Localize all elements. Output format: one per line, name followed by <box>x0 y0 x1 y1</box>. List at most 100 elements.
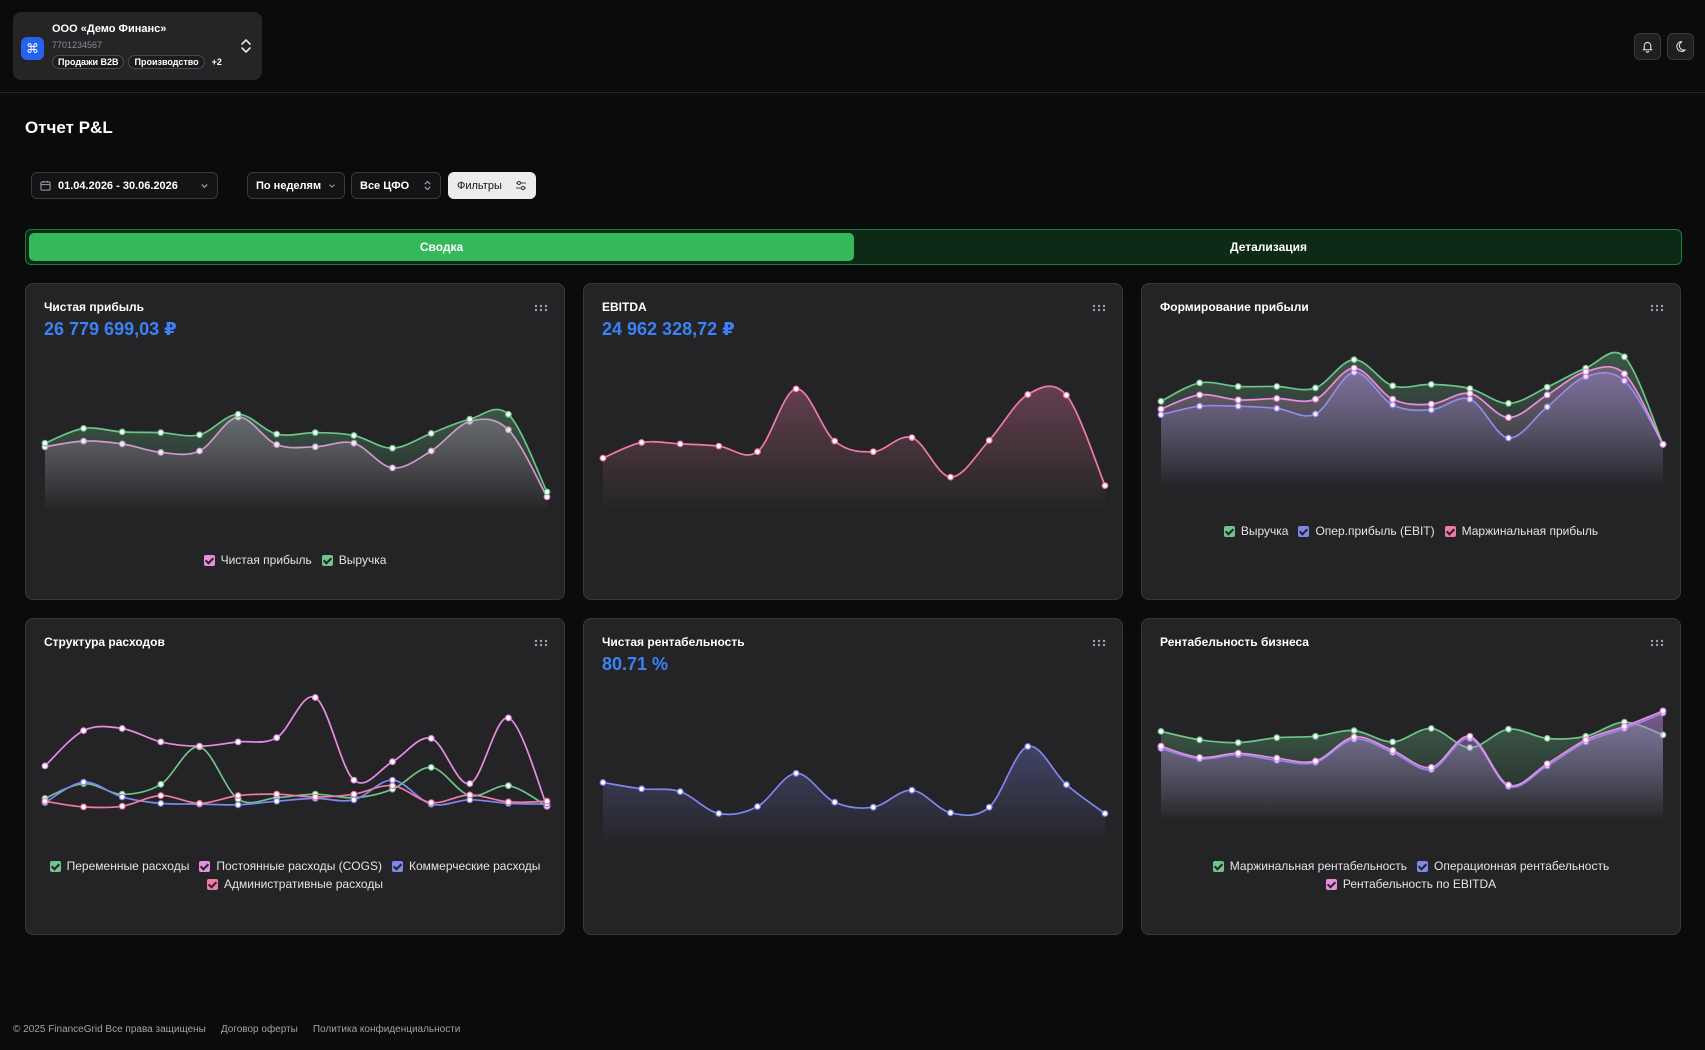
legend-item-ebit[interactable]: Опер.прибыль (EBIT) <box>1298 524 1435 538</box>
data-point-маржинальная-рентабельность[interactable] <box>1273 734 1281 742</box>
legend-item-admin-costs[interactable]: Административные расходы <box>207 877 383 891</box>
data-point-рентабельность-по-ebitda[interactable] <box>1582 736 1590 744</box>
data-point-ebitda[interactable] <box>1063 391 1070 399</box>
data-point-ebitda[interactable] <box>1101 482 1109 490</box>
cfo-select[interactable]: Все ЦФО <box>351 172 441 199</box>
data-point-выручка[interactable] <box>1350 356 1358 363</box>
footer-privacy-link[interactable]: Политика конфиденциальности <box>312 1024 461 1035</box>
tab-summary[interactable]: Сводка <box>29 233 854 261</box>
date-range-picker[interactable]: 01.04.2026 - 30.06.2026 <box>31 172 218 199</box>
data-point-административные-расходы[interactable] <box>273 790 281 798</box>
data-point-маржинальная-прибыль[interactable] <box>1543 391 1551 399</box>
data-point-выручка[interactable] <box>350 432 358 439</box>
data-point-выручка[interactable] <box>273 430 281 438</box>
data-point-административные-расходы[interactable] <box>118 802 126 810</box>
data-point-выручка[interactable] <box>1157 397 1165 405</box>
chevron-up-down-icon[interactable] <box>239 37 253 55</box>
filters-button[interactable]: Фильтры <box>448 172 536 199</box>
data-point-постоянные-расходы-cogs[interactable] <box>118 725 126 732</box>
tab-details[interactable]: Детализация <box>1230 240 1307 254</box>
data-point-выручка[interactable] <box>311 429 319 437</box>
data-point-административные-расходы[interactable] <box>350 790 358 798</box>
data-point-постоянные-расходы-cogs[interactable] <box>466 780 474 788</box>
data-point-выручка[interactable] <box>157 429 165 437</box>
data-point-коммерческие-расходы[interactable] <box>118 793 126 801</box>
data-point-ebitda[interactable] <box>869 448 877 456</box>
legend-item-fixed-costs[interactable]: Постоянные расходы (COGS) <box>199 859 382 873</box>
data-point-постоянные-расходы-cogs[interactable] <box>505 714 512 722</box>
data-point-маржинальная-прибыль[interactable] <box>1157 405 1165 413</box>
data-point-коммерческие-расходы[interactable] <box>234 801 242 809</box>
data-point-чистая-рентабельность[interactable] <box>1024 743 1032 750</box>
data-point-чистая-рентабельность[interactable] <box>947 809 954 817</box>
data-point-маржинальная-прибыль[interactable] <box>1350 364 1358 372</box>
data-point-выручка[interactable] <box>1273 383 1281 390</box>
data-point-рентабельность-по-ebitda[interactable] <box>1621 722 1628 730</box>
data-point-маржинальная-рентабельность[interactable] <box>1350 727 1358 734</box>
data-point-маржинальная-рентабельность[interactable] <box>1505 725 1512 733</box>
data-point-административные-расходы[interactable] <box>389 782 396 790</box>
data-point-ebitda[interactable] <box>908 434 916 442</box>
legend-item-ebitda-rate[interactable]: Рентабельность по EBITDA <box>1325 877 1496 891</box>
data-point-маржинальная-прибыль[interactable] <box>1273 395 1281 402</box>
data-point-маржинальная-прибыль[interactable] <box>1427 400 1435 408</box>
data-point-маржинальная-прибыль[interactable] <box>1621 370 1628 378</box>
data-point-чистая-рентабельность[interactable] <box>985 803 993 811</box>
data-point-чистая-рентабельность[interactable] <box>831 798 839 806</box>
data-point-маржинальная-прибыль[interactable] <box>1582 368 1590 375</box>
data-point-выручка[interactable] <box>118 428 126 436</box>
data-point-маржинальная-прибыль[interactable] <box>1505 414 1512 421</box>
data-point-постоянные-расходы-cogs[interactable] <box>234 738 242 746</box>
data-point-ebitda[interactable] <box>831 437 839 445</box>
data-point-выручка[interactable] <box>466 415 474 423</box>
data-point-маржинальная-рентабельность[interactable] <box>1157 727 1165 735</box>
data-point-чистая-рентабельность[interactable] <box>599 779 607 786</box>
data-point-переменные-расходы[interactable] <box>157 780 165 788</box>
data-point-административные-расходы[interactable] <box>505 798 512 806</box>
data-point-административные-расходы[interactable] <box>41 797 49 805</box>
data-point-рентабельность-по-ebitda[interactable] <box>1234 749 1242 757</box>
legend-item-margin-profit[interactable]: Маржинальная прибыль <box>1444 524 1598 538</box>
more-dots-icon[interactable] <box>1092 304 1106 312</box>
data-point-выручка[interactable] <box>1389 382 1397 390</box>
data-point-ebitda[interactable] <box>985 436 993 444</box>
data-point-административные-расходы[interactable] <box>543 797 551 805</box>
data-point-маржинальная-прибыль[interactable] <box>1466 390 1474 397</box>
data-point-постоянные-расходы-cogs[interactable] <box>311 694 319 701</box>
data-point-маржинальная-рентабельность[interactable] <box>1312 732 1319 740</box>
data-point-выручка[interactable] <box>1505 399 1512 407</box>
data-point-чистая-рентабельность[interactable] <box>1063 781 1070 789</box>
data-point-постоянные-расходы-cogs[interactable] <box>350 776 358 784</box>
data-point-рентабельность-по-ebitda[interactable] <box>1350 733 1358 741</box>
theme-toggle-button[interactable] <box>1667 33 1694 60</box>
legend-item-operating-rate[interactable]: Операционная рентабельность <box>1417 859 1609 873</box>
data-point-маржинальная-прибыль[interactable] <box>1234 396 1242 404</box>
data-point-выручка[interactable] <box>505 410 512 418</box>
data-point-выручка[interactable] <box>234 410 242 418</box>
data-point-постоянные-расходы-cogs[interactable] <box>80 727 87 734</box>
data-point-маржинальная-прибыль[interactable] <box>1389 395 1397 403</box>
grouping-select[interactable]: По неделям <box>247 172 345 199</box>
data-point-коммерческие-расходы[interactable] <box>80 778 87 786</box>
more-dots-icon[interactable] <box>1092 639 1106 647</box>
data-point-чистая-рентабельность[interactable] <box>638 785 645 793</box>
data-point-чистая-рентабельность[interactable] <box>869 803 877 811</box>
data-point-ebitda[interactable] <box>715 442 723 450</box>
legend-item-net-profit[interactable]: Чистая прибыль <box>203 553 312 567</box>
data-point-маржинальная-рентабельность[interactable] <box>1234 739 1242 746</box>
data-point-чистая-рентабельность[interactable] <box>908 786 916 794</box>
data-point-ebitda[interactable] <box>1024 391 1032 398</box>
data-point-постоянные-расходы-cogs[interactable] <box>427 734 435 742</box>
notifications-button[interactable] <box>1634 33 1661 60</box>
data-point-постоянные-расходы-cogs[interactable] <box>273 734 281 742</box>
data-point-выручка[interactable] <box>427 429 435 437</box>
data-point-выручка[interactable] <box>80 424 87 432</box>
data-point-административные-расходы[interactable] <box>311 793 319 801</box>
data-point-рентабельность-по-ebitda[interactable] <box>1427 763 1435 771</box>
data-point-коммерческие-расходы[interactable] <box>273 797 281 805</box>
data-point-административные-расходы[interactable] <box>196 799 203 807</box>
data-point-коммерческие-расходы[interactable] <box>157 799 165 807</box>
data-point-ebitda[interactable] <box>599 454 607 462</box>
data-point-чистая-рентабельность[interactable] <box>754 803 761 810</box>
data-point-выручка[interactable] <box>543 488 551 496</box>
